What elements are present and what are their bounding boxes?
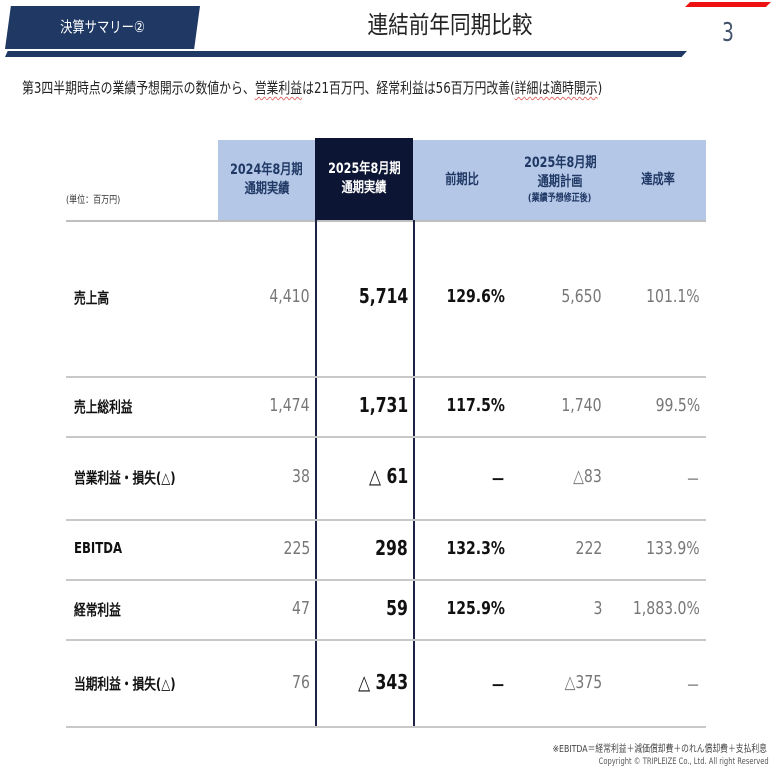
row-label: EBITDA bbox=[74, 539, 123, 557]
lead-text-disclosure: 詳細は適時開示 bbox=[514, 79, 598, 97]
row-label: 営業利益・損失(△) bbox=[74, 469, 176, 487]
column-header-subnote: (業績予想修正後) bbox=[528, 193, 592, 204]
row-divider bbox=[66, 579, 706, 581]
row-divider bbox=[66, 726, 706, 728]
cell-current: 5,714 bbox=[358, 284, 408, 308]
cell-achievement: 133.9% bbox=[646, 538, 700, 559]
cell-plan: △375 bbox=[564, 672, 602, 693]
column-header-fy2025-actual: 2025年8月期 通期実績 bbox=[315, 138, 413, 220]
copyright-text: Copyright © TRIPLEIZE Co., Ltd. All righ… bbox=[598, 757, 769, 767]
column-header-line1: 前期比 bbox=[444, 171, 479, 188]
column-header-line2: 通期実績 bbox=[341, 180, 387, 196]
cell-current: △ 343 bbox=[358, 670, 408, 694]
row-label: 売上総利益 bbox=[74, 398, 133, 416]
lead-text-3: は21百万円、経常利益は56百万円改善( bbox=[302, 79, 515, 97]
cell-current: 1,731 bbox=[358, 393, 408, 417]
row-label: 当期利益・損失(△) bbox=[74, 675, 176, 693]
column-header-fy2024-actual: 2024年8月期 通期実績 bbox=[218, 140, 315, 220]
accent-red-bar bbox=[685, 2, 771, 7]
cell-prev: 47 bbox=[292, 598, 310, 619]
column-header-line2: 通期計画 bbox=[537, 174, 583, 190]
lead-text-operating-profit: 営業利益 bbox=[254, 79, 303, 97]
row-divider bbox=[66, 639, 706, 641]
cell-achievement: 1,883.0% bbox=[633, 598, 700, 619]
cell-current: △ 61 bbox=[368, 464, 408, 488]
column-header-achievement-rate: 達成率 bbox=[610, 140, 706, 220]
column-header-line1: 達成率 bbox=[641, 171, 675, 188]
cell-yoy: － bbox=[490, 676, 505, 697]
cell-plan: △83 bbox=[573, 466, 602, 487]
column-header-fy2025-plan: 2025年8月期 通期計画 (業績予想修正後) bbox=[510, 140, 610, 220]
cell-prev: 38 bbox=[292, 466, 310, 487]
cell-plan: 3 bbox=[593, 598, 602, 619]
column-header-line2: 通期実績 bbox=[244, 181, 289, 197]
column-header-line1: 2025年8月期 bbox=[523, 155, 597, 171]
column-header-yoy: 前期比 bbox=[413, 140, 510, 220]
lead-sentence: 第3四半期時点の業績予想開示の数値から、営業利益は21百万円、経常利益は56百万… bbox=[22, 77, 602, 98]
cell-prev: 225 bbox=[283, 538, 310, 559]
page-title: 連結前年同期比較 bbox=[367, 11, 533, 39]
header-rule bbox=[66, 220, 706, 222]
page-number: 3 bbox=[722, 18, 734, 48]
header-divider-bar bbox=[5, 51, 687, 57]
row-label: 経常利益 bbox=[74, 601, 121, 619]
row-label: 売上高 bbox=[74, 289, 110, 307]
cell-prev: 4,410 bbox=[269, 286, 310, 307]
column-header-line1: 2024年8月期 bbox=[230, 162, 303, 178]
cell-current: 59 bbox=[386, 596, 408, 620]
cell-achievement: 99.5% bbox=[655, 395, 700, 416]
cell-yoy: 125.9% bbox=[446, 598, 505, 619]
cell-current: 298 bbox=[375, 536, 408, 560]
cell-plan: 1,740 bbox=[561, 395, 602, 416]
section-tab-label: 決算サマリー② bbox=[60, 18, 145, 36]
cell-yoy: － bbox=[490, 470, 505, 491]
row-divider bbox=[66, 376, 706, 378]
cell-plan: 222 bbox=[575, 538, 602, 559]
cell-prev: 1,474 bbox=[269, 395, 310, 416]
lead-text-5: ) bbox=[597, 79, 603, 97]
ebitda-footnote: ※EBITDA＝経常利益＋減価償却費＋のれん償却費＋支払利息 bbox=[552, 744, 767, 755]
cell-achievement: － bbox=[685, 676, 700, 697]
row-divider bbox=[66, 436, 706, 438]
cell-yoy: 129.6% bbox=[446, 286, 505, 307]
row-divider bbox=[66, 519, 706, 521]
cell-yoy: 117.5% bbox=[446, 395, 505, 416]
lead-text-1: 第3四半期時点の業績予想開示の数値から、 bbox=[22, 79, 255, 97]
column-header-line1: 2025年8月期 bbox=[327, 161, 401, 177]
cell-plan: 5,650 bbox=[561, 286, 602, 307]
cell-yoy: 132.3% bbox=[446, 538, 505, 559]
unit-label: (単位：百万円) bbox=[66, 195, 121, 206]
cell-prev: 76 bbox=[292, 672, 310, 693]
cell-achievement: － bbox=[685, 470, 700, 491]
section-tab-background bbox=[5, 6, 200, 49]
cell-achievement: 101.1% bbox=[646, 286, 700, 307]
